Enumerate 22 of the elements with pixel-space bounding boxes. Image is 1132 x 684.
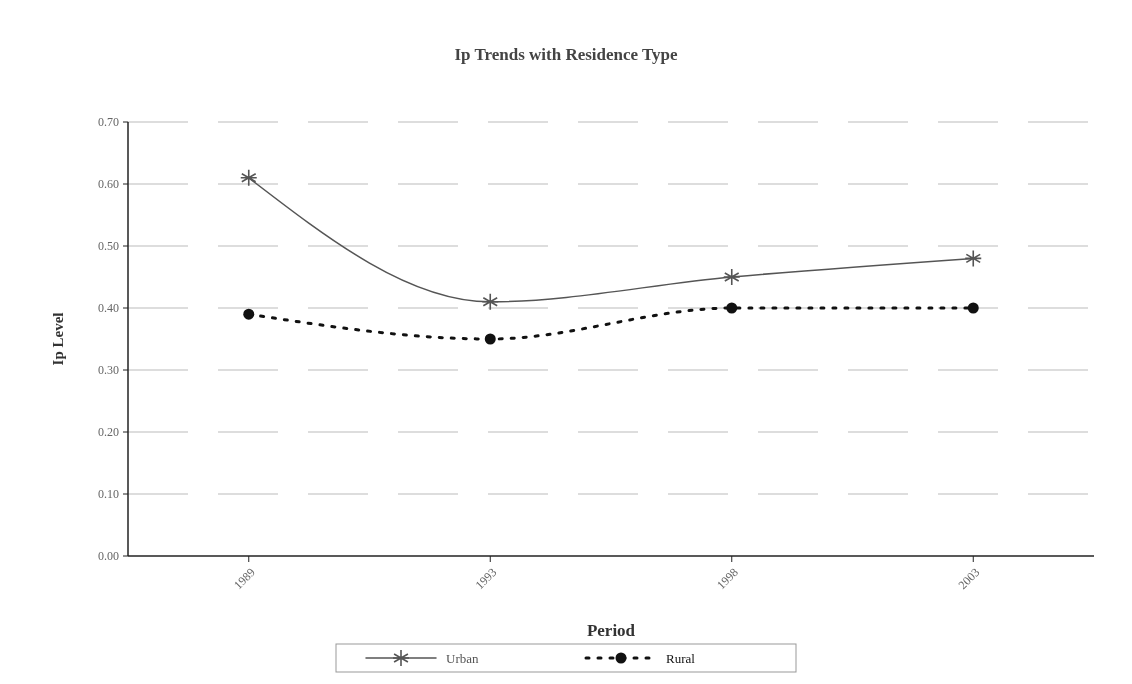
y-tick-label: 0.50 bbox=[98, 239, 119, 254]
point bbox=[239, 169, 258, 187]
y-tick-label: 0.10 bbox=[98, 487, 119, 502]
y-tick-label: 0.40 bbox=[98, 301, 119, 316]
x-axis-title: Period bbox=[586, 621, 636, 640]
point bbox=[481, 293, 500, 311]
point bbox=[726, 302, 738, 314]
chart-title: Ip Trends with Residence Type bbox=[454, 45, 679, 64]
point bbox=[243, 308, 255, 320]
point bbox=[484, 333, 496, 345]
point bbox=[967, 302, 979, 314]
y-axis-title: Ip Level bbox=[50, 312, 66, 366]
y-tick-label: 0.70 bbox=[98, 115, 119, 130]
text: Rural bbox=[666, 650, 696, 666]
x-tick-label: 1993 bbox=[472, 565, 500, 593]
point bbox=[722, 268, 741, 286]
y-tick-label: 0.20 bbox=[98, 425, 119, 440]
text: Urban bbox=[446, 650, 479, 666]
y-tick-label: 0.30 bbox=[98, 363, 119, 378]
y-tick-label: 0.00 bbox=[98, 549, 119, 564]
point bbox=[964, 249, 983, 268]
y-tick-label: 0.60 bbox=[98, 177, 119, 192]
